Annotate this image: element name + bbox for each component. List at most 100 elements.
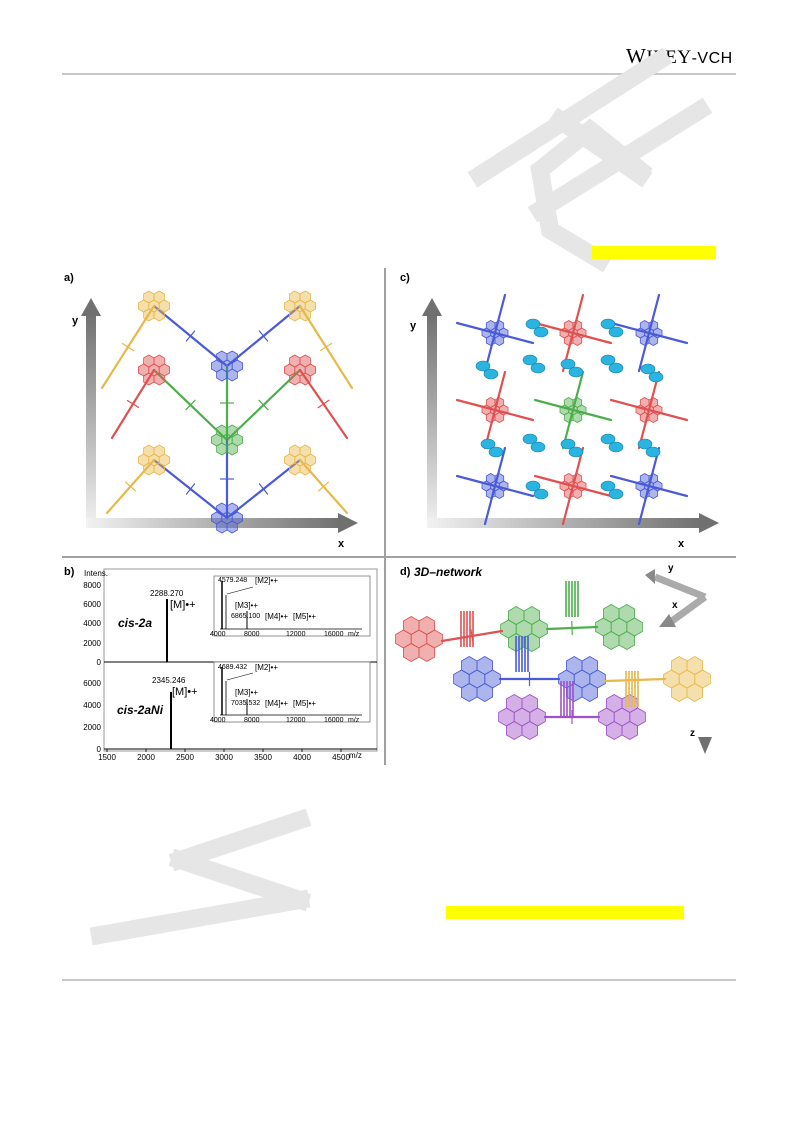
x-tick-label: 2500 (176, 753, 194, 762)
lattice-node (635, 397, 663, 423)
panel-d-title: 3D–network (414, 565, 483, 579)
linker-branch (258, 330, 269, 342)
panel-d-axis-z: z (690, 728, 695, 739)
header-rule (62, 73, 736, 75)
macrocycle-blue-2 (558, 656, 606, 702)
b-top-inset-ion-1: [M2]•+ (255, 576, 279, 585)
guest-molecule (600, 318, 624, 338)
y-tick-label: 4000 (83, 619, 101, 628)
panel-d (395, 569, 712, 754)
b-top-inset-ion-3: [M4]•+ (265, 612, 289, 621)
b-top-inset-ion-2: [M3]•+ (235, 601, 259, 610)
linker-branch (185, 330, 196, 342)
lattice-node (559, 320, 587, 346)
tick: 16000 (324, 717, 344, 724)
linker-branch (317, 399, 330, 409)
macrocycle-node (283, 290, 317, 322)
axis-y-head (81, 298, 101, 316)
b-bot-inset-v1: 4689.432 (218, 664, 248, 671)
linker-branch (470, 628, 474, 644)
lattice-node (481, 320, 509, 346)
linker-branch (571, 620, 573, 636)
b-top-inset-v1: 4579.248 (218, 577, 248, 584)
b-bottom-compound: cis-2aNi (117, 703, 164, 717)
linker-branch (185, 483, 196, 495)
crystal-packing (455, 293, 689, 526)
tick: 4000 (210, 717, 226, 724)
macrocycle-node (283, 354, 317, 386)
macrocycle-node (138, 444, 170, 476)
x-tick-label: 4000 (293, 753, 311, 762)
panel-a (81, 290, 358, 534)
panel-c-axis-y: y (410, 320, 417, 332)
guest-molecule (480, 438, 504, 458)
tick: 16000 (324, 631, 344, 638)
highlight-bottom (446, 906, 684, 919)
network-3d (395, 581, 711, 740)
panel-a-label: a) (64, 272, 74, 284)
b-bottom-peak-label: [M]•+ (172, 686, 198, 698)
linker-branch (124, 481, 137, 492)
lattice-node (559, 397, 587, 423)
panel-c-axis-x: x (678, 538, 685, 550)
y-tick-label: 4000 (83, 701, 101, 710)
macrocycle-node (138, 290, 170, 322)
tick: 12000 (286, 631, 306, 638)
panel-a-axis-y: y (72, 315, 79, 327)
b-top-peak-value: 2288.270 (150, 589, 184, 598)
x-tick-label: 2000 (137, 753, 155, 762)
x-tick-label: 4500 (332, 753, 350, 762)
macrocycle-red (395, 616, 443, 662)
panel-b-label: b) (64, 566, 75, 578)
panel-d-axis-x: x (672, 600, 678, 611)
b-bot-inset-v2: 7035.532 (231, 700, 261, 707)
x-tick-label: 1500 (98, 753, 116, 762)
macrocycle-node (210, 424, 244, 456)
axis-x-arrow (86, 518, 341, 528)
guest-molecule (560, 438, 584, 458)
guest-molecule (640, 363, 664, 383)
linker-branch (121, 342, 135, 352)
y-tick-label: 2000 (83, 639, 101, 648)
tick: 8000 (244, 717, 260, 724)
b-top-compound: cis-2a (118, 616, 153, 630)
panel-b: 8000 6000 4000 2000 0 6000 4000 2000 0 1500 2000… (83, 568, 378, 762)
tick: m/z (348, 717, 360, 724)
y-tick-label: 6000 (83, 679, 101, 688)
lattice-node (635, 320, 663, 346)
b-bottom-peak-value: 2345.246 (152, 676, 186, 685)
lattice-node (481, 397, 509, 423)
macrocycle-green-front (500, 606, 548, 652)
y-tick-label: 6000 (83, 600, 101, 609)
panel-a-axis-x: x (338, 538, 345, 550)
guest-molecule (522, 354, 546, 374)
panel-d-label: d) (400, 566, 411, 578)
highlight-top (592, 246, 716, 259)
b-x-unit: m/z (349, 751, 362, 760)
panel-d-axis-y: y (668, 563, 674, 574)
axis-x-head (338, 513, 358, 533)
b-bot-inset-ion-4: [M5]•+ (293, 699, 317, 708)
b-bot-inset-ion-1: [M2]•+ (255, 663, 279, 672)
macrocycle-gold (663, 656, 711, 702)
guest-molecule (525, 480, 549, 500)
tick: 12000 (286, 717, 306, 724)
b-bot-inset-ion-3: [M4]•+ (265, 699, 289, 708)
x-tick-label: 3000 (215, 753, 233, 762)
linker-branch (258, 483, 269, 495)
macrocycle-purple (498, 694, 546, 740)
panel-c-label: c) (400, 272, 410, 284)
lattice-node (635, 473, 663, 499)
lattice-node (559, 473, 587, 499)
y-tick-label: 0 (97, 658, 102, 667)
publisher-sep: - (691, 50, 698, 67)
footer-rule (62, 979, 736, 981)
macrocycle-node (283, 444, 317, 476)
guest-molecule (600, 433, 624, 453)
guest-molecule (637, 438, 661, 458)
axis-y-arrow (86, 313, 96, 528)
macrocycle-node (138, 354, 170, 386)
molecule-array (100, 290, 354, 534)
